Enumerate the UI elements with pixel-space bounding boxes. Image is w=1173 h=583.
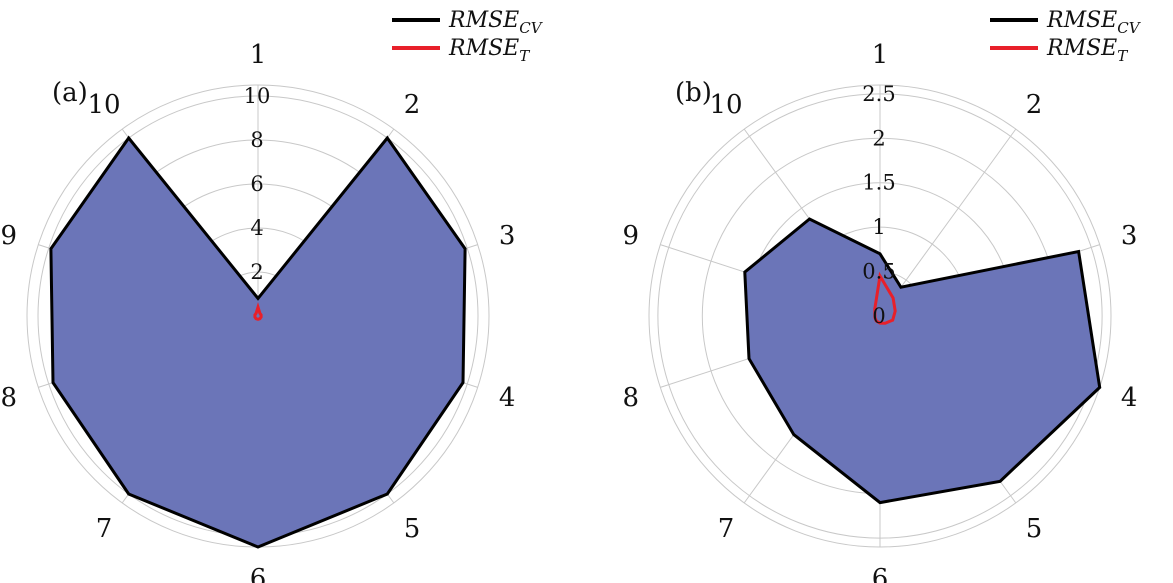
radial-tick-label: 1 xyxy=(872,215,885,239)
panel-label-a: (a) xyxy=(52,78,88,108)
radial-tick-label: 1.5 xyxy=(862,171,895,195)
category-label-1: 1 xyxy=(872,40,889,70)
category-label-9: 9 xyxy=(623,221,640,251)
category-label-6: 6 xyxy=(872,564,889,583)
legend-label-t: RMSET xyxy=(1046,36,1128,65)
legend-panel-a: RMSECV RMSET xyxy=(392,8,544,65)
series-t-polygon xyxy=(873,271,897,325)
legend-label-t: RMSET xyxy=(448,36,530,65)
radial-tick-label: 2 xyxy=(872,126,885,150)
radial-tick-label: 10 xyxy=(244,84,271,108)
category-label-6: 6 xyxy=(250,564,267,583)
radial-tick-label: 4 xyxy=(250,216,263,240)
category-label-7: 7 xyxy=(96,514,113,544)
radial-tick-label: 8 xyxy=(250,128,263,152)
radial-tick-label: 0 xyxy=(872,304,885,328)
category-label-2: 2 xyxy=(1026,90,1043,120)
category-label-8: 8 xyxy=(1,383,18,413)
category-label-1: 1 xyxy=(250,40,267,70)
category-label-10: 10 xyxy=(709,90,742,120)
category-label-7: 7 xyxy=(718,514,735,544)
category-label-9: 9 xyxy=(1,221,18,251)
panel-label-b: (b) xyxy=(675,78,712,108)
radial-tick-label: 2 xyxy=(250,260,263,284)
radial-tick-label: 6 xyxy=(250,172,263,196)
radial-tick-label: 0.5 xyxy=(862,260,895,284)
category-label-5: 5 xyxy=(404,514,421,544)
category-label-4: 4 xyxy=(1121,383,1138,413)
category-label-8: 8 xyxy=(623,383,640,413)
category-label-4: 4 xyxy=(499,383,516,413)
category-label-10: 10 xyxy=(87,90,120,120)
legend-label-cv: RMSECV xyxy=(448,8,544,37)
series-cv-polygon xyxy=(49,135,467,549)
series-cv-polygon xyxy=(743,217,1102,505)
category-label-2: 2 xyxy=(404,90,421,120)
category-label-3: 3 xyxy=(1121,221,1138,251)
category-label-3: 3 xyxy=(499,221,516,251)
radial-tick-label: 2.5 xyxy=(862,82,895,106)
legend-label-cv: RMSECV xyxy=(1046,8,1142,37)
radar-chart-b: 0 0.5 1 1.5 2 2.5 1 2 3 4 5 6 7 8 9 10 xyxy=(623,40,1138,583)
category-label-5: 5 xyxy=(1026,514,1043,544)
grid-spoke xyxy=(879,128,1017,317)
series-t-polygon xyxy=(253,302,263,321)
legend-panel-b: RMSECV RMSET xyxy=(990,8,1142,65)
